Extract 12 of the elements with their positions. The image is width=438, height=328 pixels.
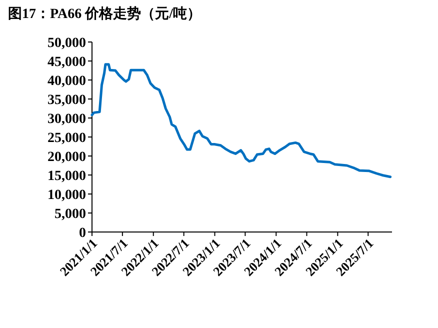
- y-tick-label: 15,000: [48, 169, 86, 184]
- y-tick-label: 10,000: [48, 188, 86, 203]
- y-tick-label: 20,000: [48, 150, 86, 165]
- y-tick-label: 0: [79, 226, 86, 241]
- title: 图17：PA66 价格走势（元/吨）: [8, 7, 202, 22]
- y-tick-label: 40,000: [48, 74, 86, 89]
- y-tick-label: 50,000: [48, 36, 86, 51]
- y-tick-label: 45,000: [48, 55, 86, 70]
- y-tick-label: 35,000: [48, 93, 86, 108]
- y-tick-label: 30,000: [48, 112, 86, 127]
- y-tick-label: 25,000: [48, 131, 86, 146]
- y-tick-label: 5,000: [54, 207, 86, 222]
